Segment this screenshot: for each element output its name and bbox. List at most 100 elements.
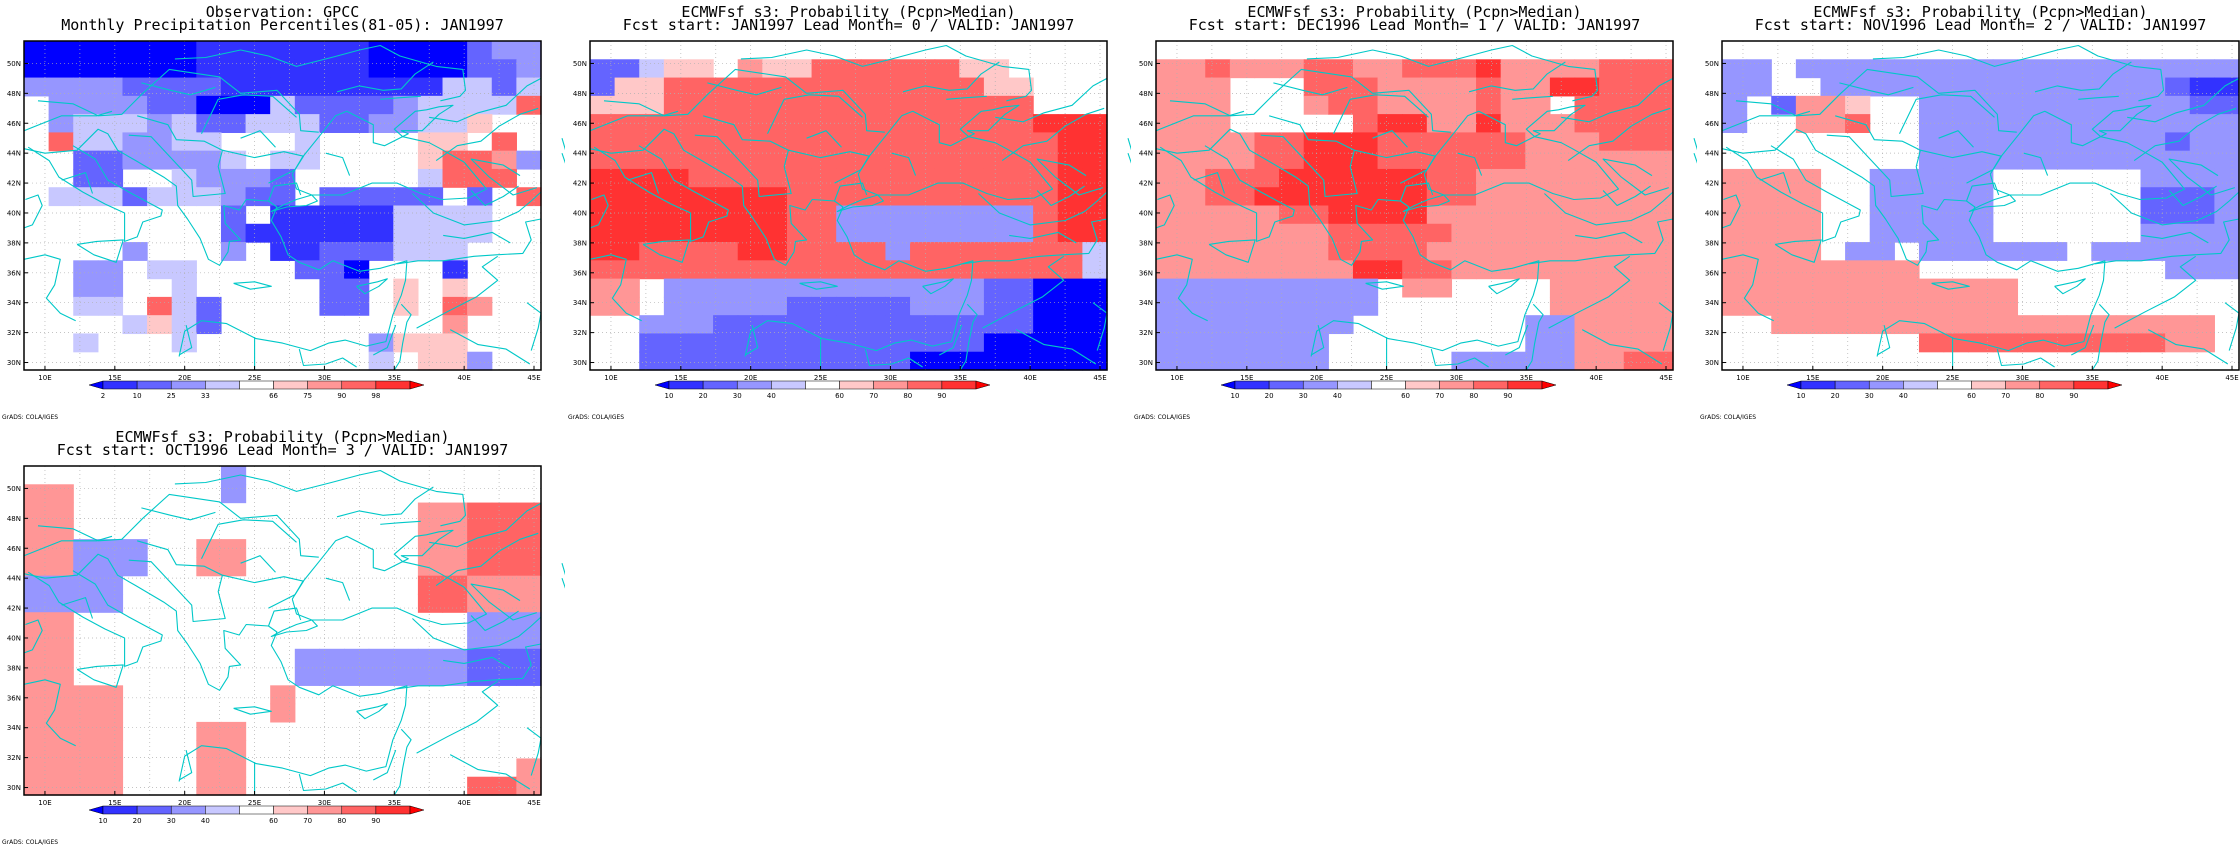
grid-cell bbox=[147, 59, 173, 79]
coastlines bbox=[1721, 44, 2240, 371]
grid-cell bbox=[344, 59, 370, 79]
grid-cell bbox=[1722, 77, 1748, 97]
grid-cell bbox=[811, 260, 837, 280]
grid-cell bbox=[220, 466, 247, 485]
grid-cell bbox=[245, 223, 271, 243]
colorbar-label: 60 bbox=[1401, 392, 1410, 400]
grid-cell bbox=[688, 77, 714, 97]
grid-cell bbox=[294, 242, 321, 261]
colorbar-box bbox=[205, 380, 240, 390]
grid-cell bbox=[1156, 333, 1182, 353]
grid-cell bbox=[2066, 315, 2092, 335]
grid-cell bbox=[713, 278, 739, 298]
grid-cell bbox=[1057, 296, 1083, 316]
grid-cell bbox=[1820, 260, 1846, 280]
grid-cell bbox=[1894, 278, 1920, 298]
coastline bbox=[1505, 324, 1529, 356]
grid-cell bbox=[516, 667, 542, 686]
grid-cell bbox=[1992, 132, 2019, 152]
colorbar-box bbox=[736, 380, 772, 390]
grid-cell bbox=[147, 132, 173, 152]
grid-cell bbox=[1303, 351, 1329, 371]
grid-cell bbox=[2042, 150, 2068, 170]
colorbar-label: 40 bbox=[1899, 392, 1908, 400]
lat-tick-label: 50N bbox=[7, 60, 21, 68]
grid-cell bbox=[1328, 315, 1354, 335]
grid-cell bbox=[1057, 351, 1083, 371]
coastline bbox=[1581, 329, 1663, 365]
grid-cell bbox=[590, 150, 616, 170]
coastline bbox=[589, 110, 679, 132]
grid-cell bbox=[762, 168, 788, 188]
coastline bbox=[1774, 239, 1822, 263]
grid-cell bbox=[368, 667, 394, 686]
grid-cell bbox=[220, 187, 247, 207]
grid-cell bbox=[1303, 95, 1329, 115]
coastline bbox=[1693, 138, 1697, 164]
coastline bbox=[2114, 255, 2197, 329]
grid-cell bbox=[1771, 242, 1797, 261]
grid-cell bbox=[1623, 278, 1649, 298]
grid-cell bbox=[1205, 205, 1231, 225]
map-canvas-3: 30N 32N 34N 36N 38N 40N 42N 44N 46N 48N 50N 10E 15E 2… bbox=[1139, 40, 1697, 400]
grid-cell bbox=[1008, 260, 1034, 280]
colorbar: 10 20 30 40 60 70 80 90 bbox=[654, 380, 991, 400]
grid-cell bbox=[48, 648, 74, 668]
coastline bbox=[788, 149, 871, 184]
coastline bbox=[23, 535, 113, 557]
grid-cell bbox=[2165, 315, 2191, 335]
coastline bbox=[23, 254, 76, 322]
grid-cell bbox=[2091, 132, 2117, 152]
grid-cell bbox=[1033, 150, 1059, 170]
grid-cell bbox=[688, 168, 714, 188]
coastline bbox=[1127, 138, 1131, 164]
grid-cell bbox=[1599, 168, 1625, 188]
grid-cell bbox=[762, 242, 788, 261]
grid-cell bbox=[1943, 59, 1969, 79]
grid-cell bbox=[713, 242, 739, 261]
coastline bbox=[412, 191, 542, 226]
grid-cell bbox=[836, 315, 862, 335]
grid-cell bbox=[2066, 132, 2092, 152]
coastline bbox=[1931, 281, 1970, 290]
grid-cell bbox=[122, 315, 148, 335]
grid-cell bbox=[442, 168, 468, 188]
grid-cell bbox=[663, 59, 690, 79]
grid-cell bbox=[48, 77, 74, 97]
lon-tick-label: 30E bbox=[318, 374, 331, 382]
grid-cell bbox=[220, 168, 247, 188]
grid-cell bbox=[590, 132, 616, 152]
grid-cell bbox=[294, 205, 321, 225]
coastline bbox=[267, 607, 302, 627]
grid-cell bbox=[417, 242, 444, 261]
colorbar-box bbox=[239, 380, 274, 390]
colorbar-max-arrow bbox=[1541, 380, 1557, 390]
grid-cell bbox=[319, 667, 345, 686]
grid-cell bbox=[1377, 114, 1403, 133]
grid-cell bbox=[294, 648, 321, 668]
grid-cell bbox=[1476, 223, 1502, 243]
coastline bbox=[744, 324, 759, 356]
grid-cell bbox=[2091, 114, 2117, 133]
grid-cell bbox=[491, 41, 517, 60]
coastline bbox=[298, 773, 357, 793]
lat-tick-label: 46N bbox=[7, 120, 21, 128]
coastline bbox=[1092, 302, 1108, 351]
grid-cell bbox=[737, 278, 763, 298]
grid-cell bbox=[1525, 95, 1551, 115]
coastline bbox=[1725, 145, 1861, 242]
grid-cell bbox=[2140, 315, 2166, 335]
lon-tick-label: 15E bbox=[108, 799, 121, 807]
coastline bbox=[2023, 152, 2049, 176]
lon-tick-label: 35E bbox=[388, 374, 401, 382]
colorbar-min-arrow bbox=[654, 380, 670, 390]
colorbar-box bbox=[668, 380, 704, 390]
grid-cell bbox=[1918, 315, 1945, 335]
colorbar: 2 10 25 33 66 75 90 98 bbox=[88, 380, 425, 400]
grid-cell bbox=[910, 132, 936, 152]
grid-cell bbox=[885, 95, 911, 115]
grid-cell bbox=[294, 132, 321, 152]
grid-cell bbox=[1426, 59, 1453, 79]
coastline bbox=[589, 194, 609, 229]
grid-cell bbox=[467, 351, 493, 371]
